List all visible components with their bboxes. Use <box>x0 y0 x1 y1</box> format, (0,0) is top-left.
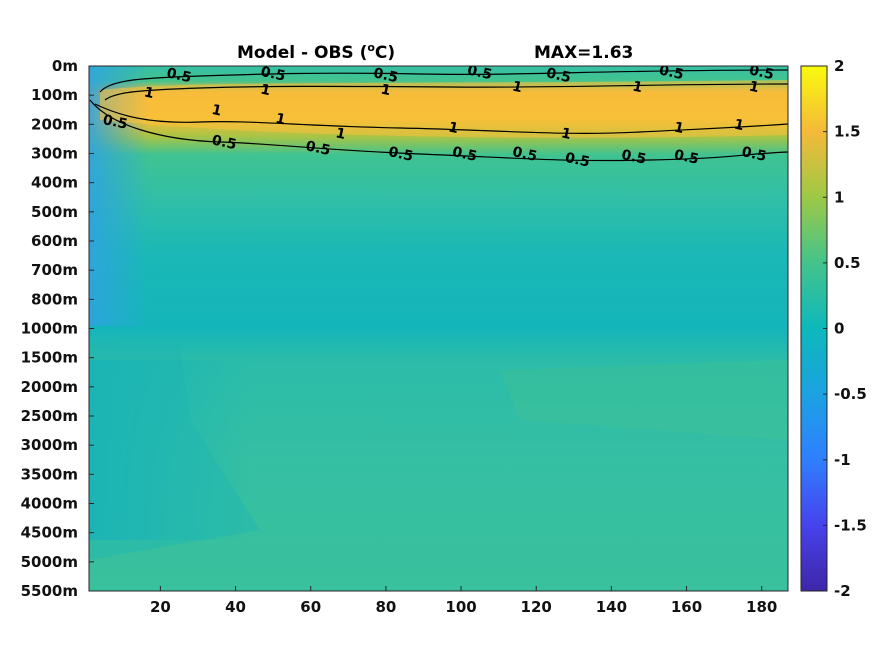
contour-label: 0.5 <box>210 132 238 153</box>
x-tick-label: 180 <box>746 598 777 616</box>
x-tick-label: 100 <box>445 598 476 616</box>
contour-1-upper <box>104 83 788 101</box>
y-tick-label: 4500m <box>21 524 78 542</box>
contour-label: 0.5 <box>304 138 332 159</box>
contour-label: 1 <box>560 125 573 143</box>
y-tick-label: 3500m <box>21 465 78 483</box>
heatmap-field: 0.5 0.5 0.5 0.5 0.5 0.5 0.51 1 1 1 1 11 11 1 1 1 10.50.5… <box>89 62 788 591</box>
colorbar-tick-label: 1.5 <box>834 123 861 141</box>
contour-label: 0.5 <box>387 144 415 165</box>
contour-0.5-upper <box>99 69 788 93</box>
y-tick-label: 1000m <box>21 320 78 338</box>
contour-label: 0.5 <box>657 62 685 83</box>
y-tick-label: 5500m <box>21 582 78 600</box>
x-tick-label: 160 <box>671 598 702 616</box>
contour-label: 0.5 <box>165 65 193 86</box>
y-tick-label: 2500m <box>21 407 78 425</box>
x-tick-label: 140 <box>596 598 627 616</box>
colorbar-tick-label: -2 <box>834 582 851 600</box>
contour-1-lower <box>94 103 788 134</box>
contour-label: 1 <box>259 81 272 99</box>
x-tick-label: 120 <box>521 598 552 616</box>
colorbar <box>800 65 828 592</box>
x-tick-label: 40 <box>225 598 246 616</box>
contour-label: 0.5 <box>564 150 592 171</box>
colorbar-tick-label: 0.5 <box>834 254 861 272</box>
y-tick-label: 2000m <box>21 378 78 396</box>
contour-label: 1 <box>748 79 761 97</box>
colorbar-axis: 2 1.5 1 0.5 0 -0.5 -1 -1.5 -2 <box>823 57 867 600</box>
chart-title: Model - OBS (oC) <box>237 41 395 63</box>
y-tick-label: 100m <box>31 86 78 104</box>
contour-label: 0.5 <box>259 64 287 85</box>
colorbar-tick-label: 1 <box>834 188 844 206</box>
y-tick-label: 1500m <box>21 349 78 367</box>
contour-label: 1 <box>672 119 685 137</box>
contour-label: 1 <box>733 116 746 134</box>
y-tick-label: 700m <box>31 261 78 279</box>
x-tick-label: 60 <box>300 598 321 616</box>
y-tick-label: 600m <box>31 232 78 250</box>
y-tick-label: 800m <box>31 290 78 308</box>
colorbar-tick-label: 0 <box>834 320 844 338</box>
y-tick-label: 200m <box>31 115 78 133</box>
contour-label: 1 <box>631 79 644 97</box>
contour-label: 1 <box>274 111 287 129</box>
contour-label: 0.5 <box>673 147 701 168</box>
colorbar-tick-label: -1.5 <box>834 516 867 534</box>
contour-label: 0.5 <box>451 144 479 165</box>
y-tick-label: 400m <box>31 174 78 192</box>
contour-label: 1 <box>210 102 223 120</box>
x-axis: 20 40 60 80 100 120 140 160 180 <box>150 586 777 616</box>
contour-label: 1 <box>511 79 524 97</box>
y-tick-label: 4000m <box>21 495 78 513</box>
contour-0.5-lower <box>89 99 788 162</box>
y-tick-label: 0m <box>52 57 78 75</box>
contour-label: 0.5 <box>620 147 648 168</box>
max-annotation: MAX=1.63 <box>534 43 633 63</box>
colorbar-tick-label: -1 <box>834 451 851 469</box>
contour-label: 0.5 <box>748 62 776 83</box>
contour-label: 0.5 <box>101 112 129 133</box>
y-tick-label: 3000m <box>21 436 78 454</box>
y-tick-label: 5000m <box>21 553 78 571</box>
y-axis: 0m 100m 200m 300m 400m 500m 600m 700m 800m 1000m 1… <box>21 57 94 600</box>
y-tick-label: 300m <box>31 145 78 163</box>
contour-label: 0.5 <box>466 62 494 83</box>
y-tick-label: 500m <box>31 203 78 221</box>
contour-label: 1 <box>334 125 347 143</box>
colorbar-tick-label: 2 <box>834 57 844 75</box>
contour-label: 1 <box>447 119 460 137</box>
colorbar-tick-label: -0.5 <box>834 385 867 403</box>
contour-label: 0.5 <box>511 144 539 165</box>
contour-label: 0.5 <box>740 144 768 165</box>
x-tick-label: 80 <box>375 598 396 616</box>
contour-label: 0.5 <box>372 65 400 86</box>
x-tick-label: 20 <box>150 598 171 616</box>
contour-label: 1 <box>142 84 155 102</box>
contour-label: 0.5 <box>545 65 573 86</box>
contour-label: 1 <box>379 81 392 99</box>
